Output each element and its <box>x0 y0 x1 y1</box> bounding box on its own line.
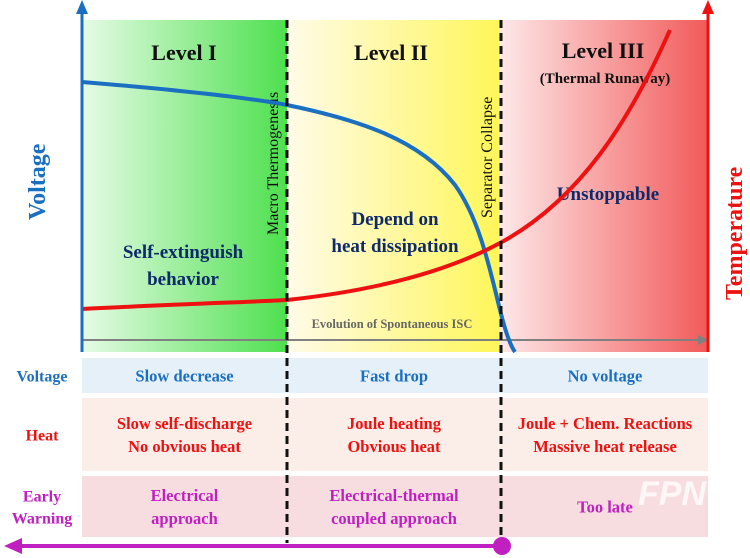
temperature-axis-arrow-icon <box>702 0 714 14</box>
x-axis-arrow-icon <box>698 335 708 345</box>
level-1-description: behavior <box>147 269 219 290</box>
level-3-subtitle: (Thermal Runaway) <box>540 71 670 87</box>
table-cell: Obvious heat <box>347 437 441 456</box>
level-3-title: Level III <box>562 38 645 63</box>
table-cell: Fast drop <box>360 367 428 386</box>
level-3-region <box>500 20 708 352</box>
row-label-voltage: Voltage <box>17 369 68 386</box>
table-cell: Slow decrease <box>135 367 233 386</box>
row-label-early-warning: Early <box>23 489 61 506</box>
table-cell: No voltage <box>568 367 643 386</box>
table-cell: Too late <box>577 498 633 517</box>
table-cell: Electrical <box>151 486 219 505</box>
table-row-early-warning <box>82 476 708 537</box>
voltage-axis-arrow-icon <box>76 0 88 14</box>
table-cell: Electrical-thermal <box>329 486 459 505</box>
row-label-early-warning: Warning <box>12 511 72 528</box>
table-cell: Joule + Chem. Reactions <box>518 414 693 433</box>
level-3-description: Unstoppable <box>557 184 659 205</box>
boundary-label-separator-collapse: Separator Collapse <box>479 97 496 218</box>
x-axis-label: Evolution of Spontaneous ISC <box>312 317 473 331</box>
early-warning-endpoint <box>493 537 511 555</box>
table-row-voltage <box>82 358 708 393</box>
table-cell: No obvious heat <box>128 437 241 456</box>
table-cell: coupled approach <box>331 509 457 528</box>
table-cell: approach <box>151 509 218 528</box>
voltage-axis-label: Voltage <box>25 143 51 220</box>
level-1-region <box>82 20 287 352</box>
level-2-title: Level II <box>354 40 428 65</box>
temperature-axis-label: Temperature <box>722 166 748 300</box>
table-row-heat <box>82 398 708 471</box>
level-1-title: Level I <box>151 40 216 65</box>
table-cell: Joule heating <box>347 414 442 433</box>
level-1-description: Self-extinguish <box>123 242 244 263</box>
level-2-description: Depend on <box>351 209 439 230</box>
level-2-region <box>287 20 500 352</box>
arrow-left-icon <box>4 538 22 554</box>
table-cell: Slow self-discharge <box>117 414 252 433</box>
table-cell: Massive heat release <box>533 437 677 456</box>
temperature-curve <box>81 29 672 311</box>
watermark-logo: FPN <box>638 475 707 513</box>
boundary-label-macro-thermogenesis: Macro Thermogenesis <box>265 92 282 235</box>
row-label-heat: Heat <box>26 428 60 445</box>
level-2-description: heat dissipation <box>331 236 459 257</box>
